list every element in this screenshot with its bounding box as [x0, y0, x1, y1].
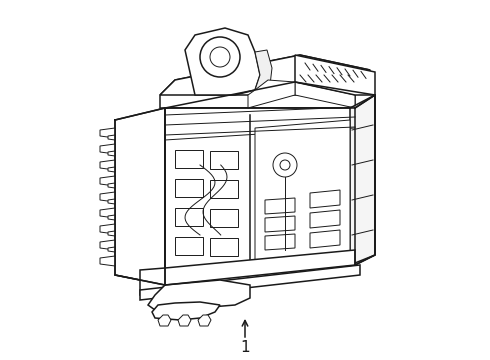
Polygon shape: [265, 234, 295, 250]
Polygon shape: [265, 198, 295, 214]
Polygon shape: [100, 144, 115, 154]
Polygon shape: [100, 224, 115, 234]
Polygon shape: [255, 50, 272, 90]
Polygon shape: [108, 151, 115, 156]
Polygon shape: [210, 208, 238, 226]
Polygon shape: [108, 167, 115, 172]
Polygon shape: [248, 80, 295, 108]
Polygon shape: [100, 256, 115, 266]
Polygon shape: [175, 179, 203, 197]
Polygon shape: [140, 250, 355, 295]
Polygon shape: [152, 302, 220, 320]
Polygon shape: [115, 108, 165, 285]
Polygon shape: [175, 150, 203, 168]
Polygon shape: [310, 190, 340, 208]
Polygon shape: [160, 55, 370, 95]
Polygon shape: [160, 55, 370, 108]
Polygon shape: [175, 237, 203, 255]
Polygon shape: [100, 208, 115, 218]
Polygon shape: [158, 315, 171, 326]
Polygon shape: [148, 280, 250, 310]
Polygon shape: [100, 128, 115, 138]
Polygon shape: [350, 95, 375, 265]
Polygon shape: [310, 210, 340, 228]
Polygon shape: [100, 192, 115, 202]
Polygon shape: [100, 240, 115, 250]
Polygon shape: [140, 265, 360, 300]
Polygon shape: [295, 82, 355, 108]
Polygon shape: [198, 315, 211, 326]
Polygon shape: [108, 231, 115, 236]
Polygon shape: [255, 120, 350, 265]
Polygon shape: [108, 247, 115, 252]
Polygon shape: [210, 180, 238, 198]
Polygon shape: [100, 160, 115, 170]
Polygon shape: [175, 208, 203, 226]
Polygon shape: [310, 230, 340, 248]
Polygon shape: [100, 176, 115, 186]
Polygon shape: [108, 199, 115, 204]
Polygon shape: [210, 238, 238, 256]
Text: 1: 1: [240, 341, 250, 356]
Polygon shape: [185, 28, 260, 95]
Polygon shape: [108, 183, 115, 188]
Polygon shape: [210, 150, 238, 168]
Polygon shape: [108, 215, 115, 220]
Polygon shape: [108, 135, 115, 140]
Polygon shape: [295, 55, 375, 95]
Polygon shape: [165, 108, 355, 285]
Polygon shape: [265, 216, 295, 232]
Polygon shape: [178, 315, 191, 326]
